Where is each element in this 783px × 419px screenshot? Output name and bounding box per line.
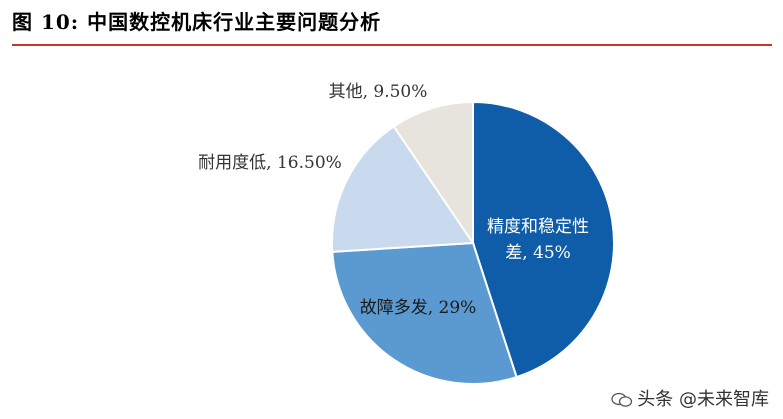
wechat-bubble-icon bbox=[611, 392, 633, 407]
title-divider bbox=[12, 44, 772, 46]
slice-label: 故障多发, 29% bbox=[360, 298, 477, 318]
pie-slice bbox=[392, 100, 474, 247]
slice-label: 精度和稳定性差, 45% bbox=[487, 217, 589, 263]
pie-slice bbox=[331, 241, 518, 385]
pie-slice bbox=[331, 124, 475, 253]
figure-title: 图 10: 中国数控机床行业主要问题分析 bbox=[12, 10, 382, 34]
slice-label: 其他, 9.50% bbox=[329, 82, 428, 102]
watermark-text: 头条 @未来智库 bbox=[637, 389, 769, 410]
watermark: 头条 @未来智库 bbox=[611, 385, 769, 411]
slice-label: 耐用度低, 16.50% bbox=[198, 153, 342, 173]
pie-slice bbox=[472, 100, 615, 379]
